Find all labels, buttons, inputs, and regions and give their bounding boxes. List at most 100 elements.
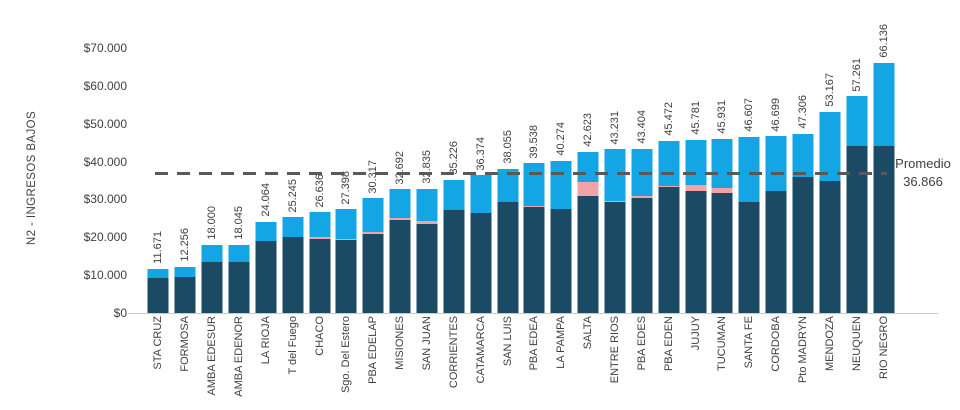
stacked-bar <box>711 139 733 313</box>
segment-pink <box>362 232 384 235</box>
segment-dark-navy <box>685 190 707 313</box>
stacked-bar <box>738 136 760 313</box>
segment-light-blue <box>631 148 653 197</box>
segment-dark-navy <box>147 277 169 313</box>
category-label: SALTA <box>582 316 595 350</box>
bar-column: 45.931 TUCUMAN <box>709 48 736 371</box>
bar-column: 24.064 LA RIOJA <box>252 48 279 364</box>
segment-light-blue <box>819 111 841 181</box>
stacked-bar <box>873 62 895 313</box>
stacked-bar <box>147 268 169 313</box>
category-label: RIO NEGRO <box>877 316 890 379</box>
y-tick-label: $40.000 <box>83 154 127 169</box>
bar-value-label: 45.781 <box>689 101 702 135</box>
segment-dark-navy <box>335 240 357 313</box>
bar-value-label: 12.256 <box>179 227 192 262</box>
stacked-bar <box>416 188 438 313</box>
segment-light-blue <box>335 209 357 239</box>
bar-column: 39.538 PBA EDEA <box>521 48 548 370</box>
bar-column: 43.231 ENTRE RIOS <box>602 48 629 383</box>
average-label-text: Promedio <box>895 156 951 171</box>
category-label: SAN LUIS <box>501 316 514 367</box>
stacked-bar <box>443 179 465 313</box>
segment-dark-navy <box>819 180 841 313</box>
category-label: CORRIENTES <box>447 316 460 389</box>
bar-column: 66.136 RIO NEGRO <box>870 24 897 379</box>
bar-column: 30.317 PBA EDELAP <box>360 48 387 384</box>
segment-light-blue <box>523 163 545 207</box>
bar-value-label: 46.607 <box>743 97 756 132</box>
segment-dark-navy <box>255 240 277 313</box>
segment-dark-navy <box>174 277 196 313</box>
segment-light-blue <box>685 139 707 186</box>
category-label: PBA EDEA <box>528 316 541 371</box>
bar-column: 18.045 AMBA EDENOR <box>226 48 253 397</box>
segment-light-blue <box>416 188 438 221</box>
bar-column: 38.055 SAN LUIS <box>494 48 521 366</box>
segment-light-blue <box>443 179 465 210</box>
stacked-bar <box>497 168 519 313</box>
average-dashed-line <box>155 172 887 176</box>
bar-column: 27.398 Sgo. Del Estero <box>333 48 360 393</box>
stacked-bar <box>362 198 384 313</box>
y-tick-label: $50.000 <box>83 116 127 131</box>
bar-value-label: 26.636 <box>313 173 326 208</box>
segment-dark-navy <box>497 202 519 313</box>
category-label: AMBA EDESUR <box>206 316 219 396</box>
bar-value-label: 42.623 <box>582 113 595 147</box>
stacked-bar <box>201 244 223 313</box>
segment-dark-navy <box>738 201 760 313</box>
bar-value-label: 27.398 <box>340 170 353 205</box>
segment-light-blue <box>873 62 895 147</box>
bar-value-label: 18.000 <box>206 206 219 240</box>
category-label: T del Fuego <box>286 316 299 375</box>
bar-value-label: 39.538 <box>528 124 541 159</box>
segment-pink <box>658 185 680 188</box>
y-tick-label: $0 <box>113 306 127 320</box>
category-label: PBA EDELAP <box>367 316 380 384</box>
average-label-value: 36.866 <box>903 173 943 189</box>
x-axis-line <box>128 313 938 314</box>
y-tick-label: $70.000 <box>83 41 127 55</box>
stacked-bar <box>846 96 868 313</box>
average-label: Promedio 36.866 <box>888 155 958 190</box>
bar-value-label: 53.167 <box>823 73 836 107</box>
bar-column: 46.699 CORDOBA <box>763 48 790 372</box>
category-label: SAN JUAN <box>420 316 433 371</box>
segment-dark-navy <box>443 209 465 313</box>
bar-column: 26.636 CHACO <box>306 48 333 356</box>
segment-pink <box>604 201 626 203</box>
bar-column: 25.245 T del Fuego <box>279 48 306 375</box>
segment-light-blue <box>470 175 492 214</box>
segment-dark-navy <box>631 197 653 313</box>
segment-light-blue <box>711 139 733 189</box>
category-label: JUJUY <box>689 316 702 351</box>
segment-dark-navy <box>470 213 492 313</box>
segment-light-blue <box>174 266 196 278</box>
segment-dark-navy <box>792 177 814 313</box>
bar-value-label: 18.045 <box>232 206 245 240</box>
category-label: CATAMARCA <box>474 316 487 384</box>
category-label: SANTA FE <box>743 316 756 369</box>
segment-pink <box>577 182 599 196</box>
segment-dark-navy <box>201 262 223 313</box>
bar-value-label: 47.306 <box>796 95 809 129</box>
bar-value-label: 43.231 <box>608 110 621 145</box>
stacked-bar <box>523 163 545 313</box>
stacked-bar <box>685 139 707 313</box>
category-label: TUCUMAN <box>716 316 729 371</box>
segment-light-blue <box>577 151 599 183</box>
segment-pink <box>711 188 733 193</box>
bar-column: 18.000 AMBA EDESUR <box>199 48 226 395</box>
segment-light-blue <box>846 96 868 147</box>
category-label: Sgo. Del Estero <box>340 316 353 394</box>
stacked-bar <box>228 244 250 313</box>
bar-column: 32.835 SAN JUAN <box>414 48 441 370</box>
category-label: PBA EDEN <box>662 316 675 372</box>
segment-light-blue <box>282 217 304 238</box>
segment-light-blue <box>255 221 277 241</box>
segment-light-blue <box>658 140 680 186</box>
segment-light-blue <box>362 198 384 233</box>
bar-value-label: 45.472 <box>662 102 675 136</box>
category-label: ENTRE RIOS <box>608 316 621 384</box>
